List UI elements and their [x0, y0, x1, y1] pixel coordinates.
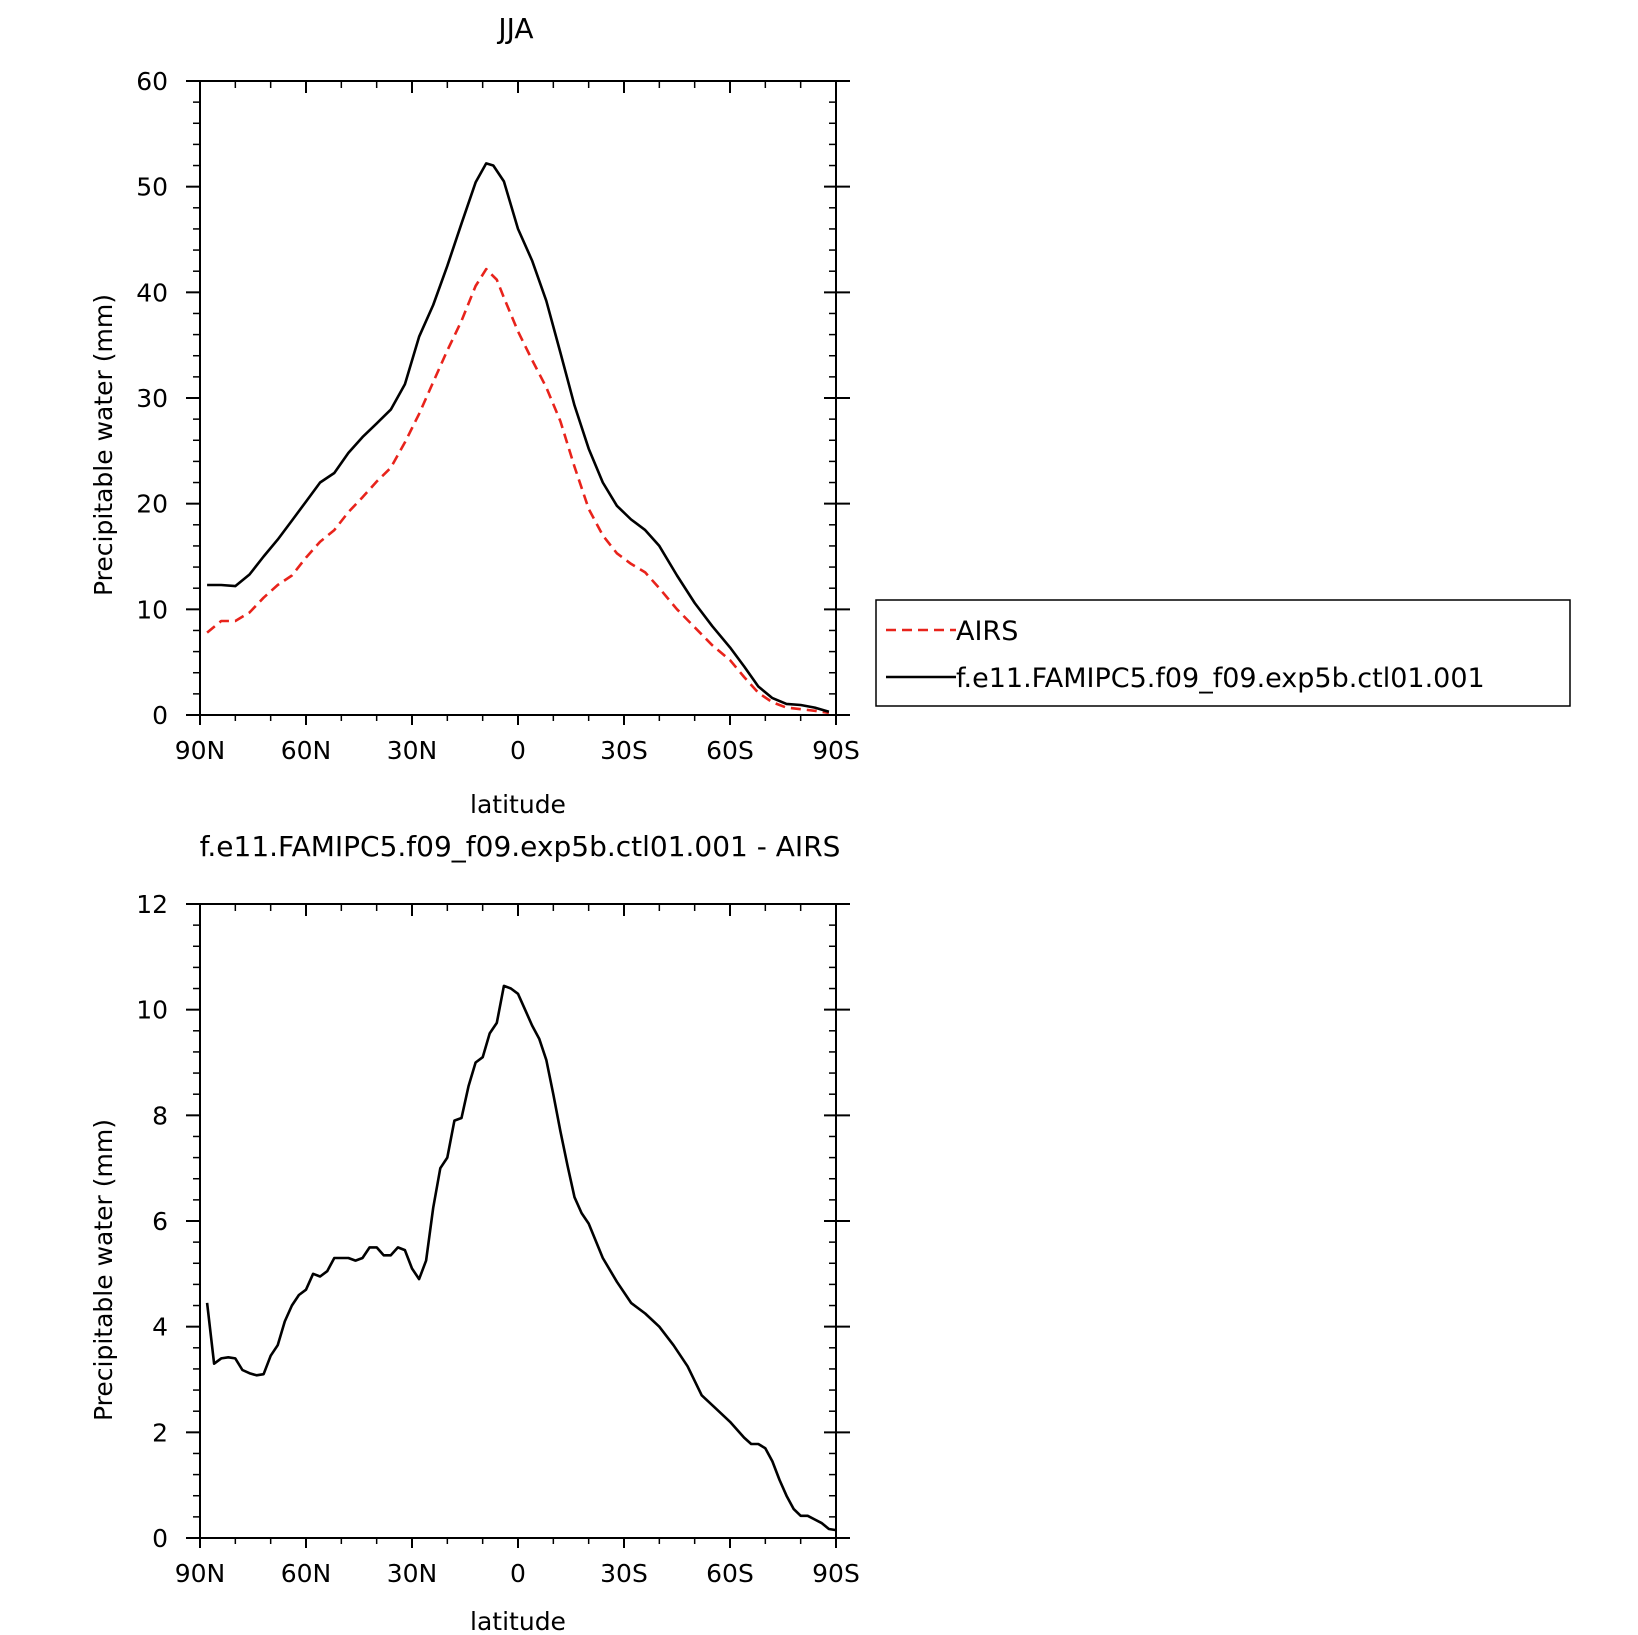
x-tick-label: 60S	[706, 1559, 754, 1588]
top-y-axis-label: Precipitable water (mm)	[89, 294, 118, 596]
top-tick-labels: 90N 60N 30N 0 30S 60S 90S 0 10 20 30 40 50 60	[136, 67, 860, 765]
x-tick-label: 60N	[281, 736, 332, 765]
y-tick-label: 4	[152, 1313, 168, 1342]
bottom-tick-labels: 90N 60N 30N 0 30S 60S 90S 0 2 4 6 8 10 12	[136, 890, 860, 1588]
x-tick-label: 90N	[175, 1559, 226, 1588]
legend-label-airs: AIRS	[956, 616, 1018, 647]
y-tick-label: 30	[136, 384, 168, 413]
y-tick-label: 10	[136, 996, 168, 1025]
x-tick-label: 30S	[600, 736, 648, 765]
y-tick-label: 0	[152, 1524, 168, 1553]
x-tick-label: 30N	[387, 736, 438, 765]
top-chart-title: JJA	[496, 12, 533, 45]
x-tick-label: 90S	[812, 736, 860, 765]
x-tick-label: 90S	[812, 1559, 860, 1588]
y-tick-label: 50	[136, 173, 168, 202]
x-tick-label: 60N	[281, 1559, 332, 1588]
bottom-x-axis-label: latitude	[470, 1607, 566, 1635]
x-tick-label: 0	[510, 736, 526, 765]
x-tick-label: 30S	[600, 1559, 648, 1588]
x-tick-label: 60S	[706, 736, 754, 765]
bottom-series-lines	[205, 984, 837, 1532]
y-tick-label: 40	[136, 278, 168, 307]
bottom-chart-title: f.e11.FAMIPC5.f09_f09.exp5b.ctl01.001 - …	[200, 830, 841, 863]
top-axis-ticks	[186, 80, 850, 725]
y-tick-label: 60	[136, 67, 168, 96]
legend-label-model: f.e11.FAMIPC5.f09_f09.exp5b.ctl01.001	[956, 663, 1485, 694]
panel-bottom: f.e11.FAMIPC5.f09_f09.exp5b.ctl01.001 - …	[89, 830, 860, 1635]
top-x-axis-label: latitude	[470, 790, 566, 819]
model-series-line	[207, 162, 830, 714]
legend: AIRS f.e11.FAMIPC5.f09_f09.exp5b.ctl01.0…	[875, 599, 1571, 707]
x-tick-label: 0	[510, 1559, 526, 1588]
y-tick-label: 12	[136, 890, 168, 919]
top-series-lines	[206, 162, 830, 715]
x-tick-label: 30N	[387, 1559, 438, 1588]
bottom-axis-ticks	[186, 903, 850, 1548]
bottom-y-axis-label: Precipitable water (mm)	[89, 1119, 118, 1421]
y-tick-label: 2	[152, 1418, 168, 1447]
top-plot-frame	[199, 80, 837, 716]
y-tick-label: 10	[136, 595, 168, 624]
difference-series-line	[205, 984, 837, 1532]
legend-box	[875, 599, 1571, 707]
airs-series-line	[206, 267, 830, 715]
y-tick-label: 20	[136, 490, 168, 519]
y-tick-label: 0	[152, 701, 168, 730]
bottom-plot-frame	[199, 903, 837, 1539]
y-tick-label: 8	[152, 1101, 168, 1130]
x-tick-label: 90N	[175, 736, 226, 765]
y-tick-label: 6	[152, 1207, 168, 1236]
panel-top: JJA Precipitable water (mm) latitude 90N…	[89, 12, 860, 819]
